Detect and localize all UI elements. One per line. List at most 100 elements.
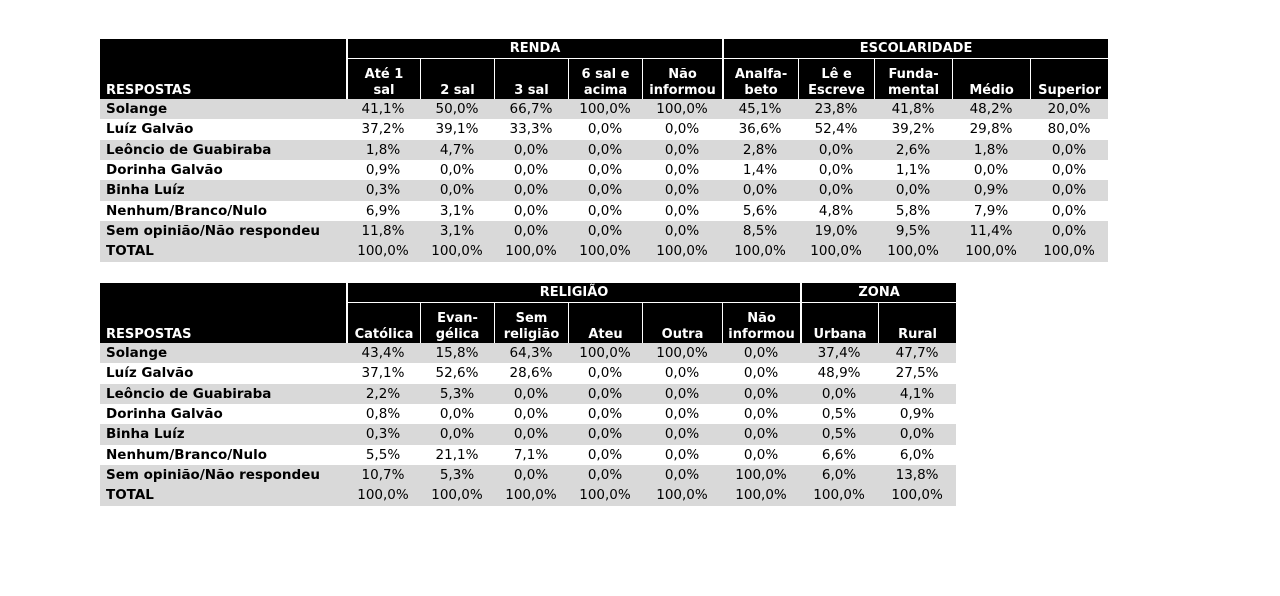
column-header-line1: Lê e — [821, 67, 852, 82]
table-cell: 0,0% — [420, 180, 494, 201]
column-header-line2: informou — [649, 83, 716, 98]
row-label: Leôncio de Guabiraba — [100, 383, 346, 404]
table-cell: 2,2% — [346, 383, 420, 404]
column-header: Não informou — [722, 302, 801, 343]
column-header: 2 sal — [420, 58, 494, 99]
table-cell: 52,4% — [798, 119, 875, 140]
table-cell: 8,5% — [722, 220, 799, 242]
table-cell: 0,9% — [878, 403, 957, 425]
table-cell: 37,4% — [800, 343, 879, 364]
respostas-header: RESPOSTAS — [100, 39, 346, 99]
group-header-religiao: RELIGIÃO — [346, 283, 801, 302]
row-label: Binha Luíz — [100, 424, 346, 445]
row-label: Dorinha Galvão — [100, 159, 346, 181]
table-cell: 100,0% — [346, 241, 420, 262]
table-cell: 0,0% — [642, 119, 723, 140]
table-cell: 0,0% — [494, 424, 568, 445]
column-header-line1: Evan- — [437, 311, 478, 326]
table-cell: 1,8% — [346, 139, 420, 160]
table-cell: 27,5% — [878, 363, 957, 384]
group-header-escolaridade: ESCOLARIDADE — [722, 39, 1109, 58]
table-cell: 0,0% — [722, 343, 801, 364]
table-cell: 0,0% — [568, 119, 642, 140]
table-cell: 0,0% — [494, 180, 568, 201]
row-label: Dorinha Galvão — [100, 403, 346, 425]
table-cell: 0,0% — [568, 139, 642, 160]
table-cell: 0,0% — [874, 180, 953, 201]
table-cell: 100,0% — [420, 485, 494, 506]
table-cell: 0,0% — [1030, 180, 1109, 201]
table-row: Nenhum/Branco/Nulo 6,9% 3,1% 0,0% 0,0% 0,0% 5,… — [100, 200, 1109, 221]
table-cell: 10,7% — [346, 464, 420, 486]
table-cell: 0,0% — [568, 444, 642, 465]
table-cell: 2,8% — [722, 139, 799, 160]
column-header-line2: Católica — [354, 327, 414, 342]
column-header-line2: 2 sal — [440, 83, 475, 98]
table-cell: 0,0% — [568, 220, 642, 242]
table-cell: 5,3% — [420, 383, 494, 404]
table-row: Dorinha Galvão 0,8% 0,0% 0,0% 0,0% 0,0% 0,0% 0,… — [100, 403, 957, 425]
column-header-line2: Rural — [898, 327, 937, 342]
column-header: Médio — [952, 58, 1031, 99]
table-cell: 0,0% — [642, 383, 722, 404]
table-cell: 0,0% — [568, 403, 642, 425]
table-cell: 0,0% — [722, 180, 799, 201]
table-cell: 4,1% — [878, 383, 957, 404]
table-cell: 100,0% — [722, 485, 801, 506]
table-cell: 0,0% — [722, 444, 801, 465]
column-header: Católica — [346, 302, 420, 343]
table-cell: 0,0% — [494, 159, 568, 181]
table-cell: 100,0% — [722, 241, 799, 262]
table-cell: 0,0% — [642, 139, 723, 160]
table-row: Solange 41,1% 50,0% 66,7% 100,0% 100,0% 45,1% 2… — [100, 99, 1109, 120]
table-cell: 0,0% — [798, 159, 875, 181]
table-cell: 0,0% — [798, 139, 875, 160]
column-header: Outra — [642, 302, 722, 343]
table-row: Leôncio de Guabiraba 2,2% 5,3% 0,0% 0,0% 0,0%… — [100, 383, 957, 404]
table-cell: 29,8% — [952, 119, 1031, 140]
table-cell: 100,0% — [420, 241, 494, 262]
table-cell: 0,0% — [568, 383, 642, 404]
column-header-line2: religião — [503, 327, 560, 342]
column-header: 6 sal e acima — [568, 58, 642, 99]
column-header: Ateu — [568, 302, 642, 343]
column-header: Evan-gélica — [420, 302, 494, 343]
table-cell: 3,1% — [420, 220, 494, 242]
table-cell: 100,0% — [878, 485, 957, 506]
table-cell: 48,2% — [952, 99, 1031, 120]
table-cell: 6,9% — [346, 200, 420, 221]
table-row: Nenhum/Branco/Nulo 5,5% 21,1% 7,1% 0,0% 0,0% 0… — [100, 444, 957, 465]
table-cell: 0,0% — [722, 424, 801, 445]
table-cell: 15,8% — [420, 343, 494, 364]
row-label: Leôncio de Guabiraba — [100, 139, 346, 160]
column-header-line1: Funda- — [888, 67, 939, 82]
table-cell: 100,0% — [874, 241, 953, 262]
table-cell: 33,3% — [494, 119, 568, 140]
column-header: Funda-mental — [874, 58, 953, 99]
table-cell: 13,8% — [878, 464, 957, 486]
table-row: Binha Luíz 0,3% 0,0% 0,0% 0,0% 0,0% 0,0% 0,0% 0,… — [100, 180, 1109, 201]
table-cell: 48,9% — [800, 363, 879, 384]
table-cell: 100,0% — [494, 485, 568, 506]
column-header-line1: Até 1 — [364, 67, 404, 82]
table-cell: 0,0% — [494, 220, 568, 242]
table-cell: 39,1% — [420, 119, 494, 140]
table-cell: 100,0% — [568, 343, 642, 364]
table-row: Luíz Galvão 37,2% 39,1% 33,3% 0,0% 0,0% 36,6% 5… — [100, 119, 1109, 140]
table-cell: 3,1% — [420, 200, 494, 221]
table-cell: 100,0% — [722, 464, 801, 486]
table-cell: 0,0% — [494, 403, 568, 425]
group-header-zona: ZONA — [800, 283, 957, 302]
table-cell: 23,8% — [798, 99, 875, 120]
table-cell: 100,0% — [494, 241, 568, 262]
table-cell: 20,0% — [1030, 99, 1109, 120]
table-cell: 100,0% — [1030, 241, 1109, 262]
table-cell: 0,0% — [494, 464, 568, 486]
table-cell: 19,0% — [798, 220, 875, 242]
column-header-line1: Sem — [515, 311, 548, 326]
table-cell: 0,0% — [642, 363, 722, 384]
column-header-line2: mental — [888, 83, 940, 98]
table-cell: 5,3% — [420, 464, 494, 486]
table-cell: 66,7% — [494, 99, 568, 120]
column-header: Lê e Escreve — [798, 58, 875, 99]
